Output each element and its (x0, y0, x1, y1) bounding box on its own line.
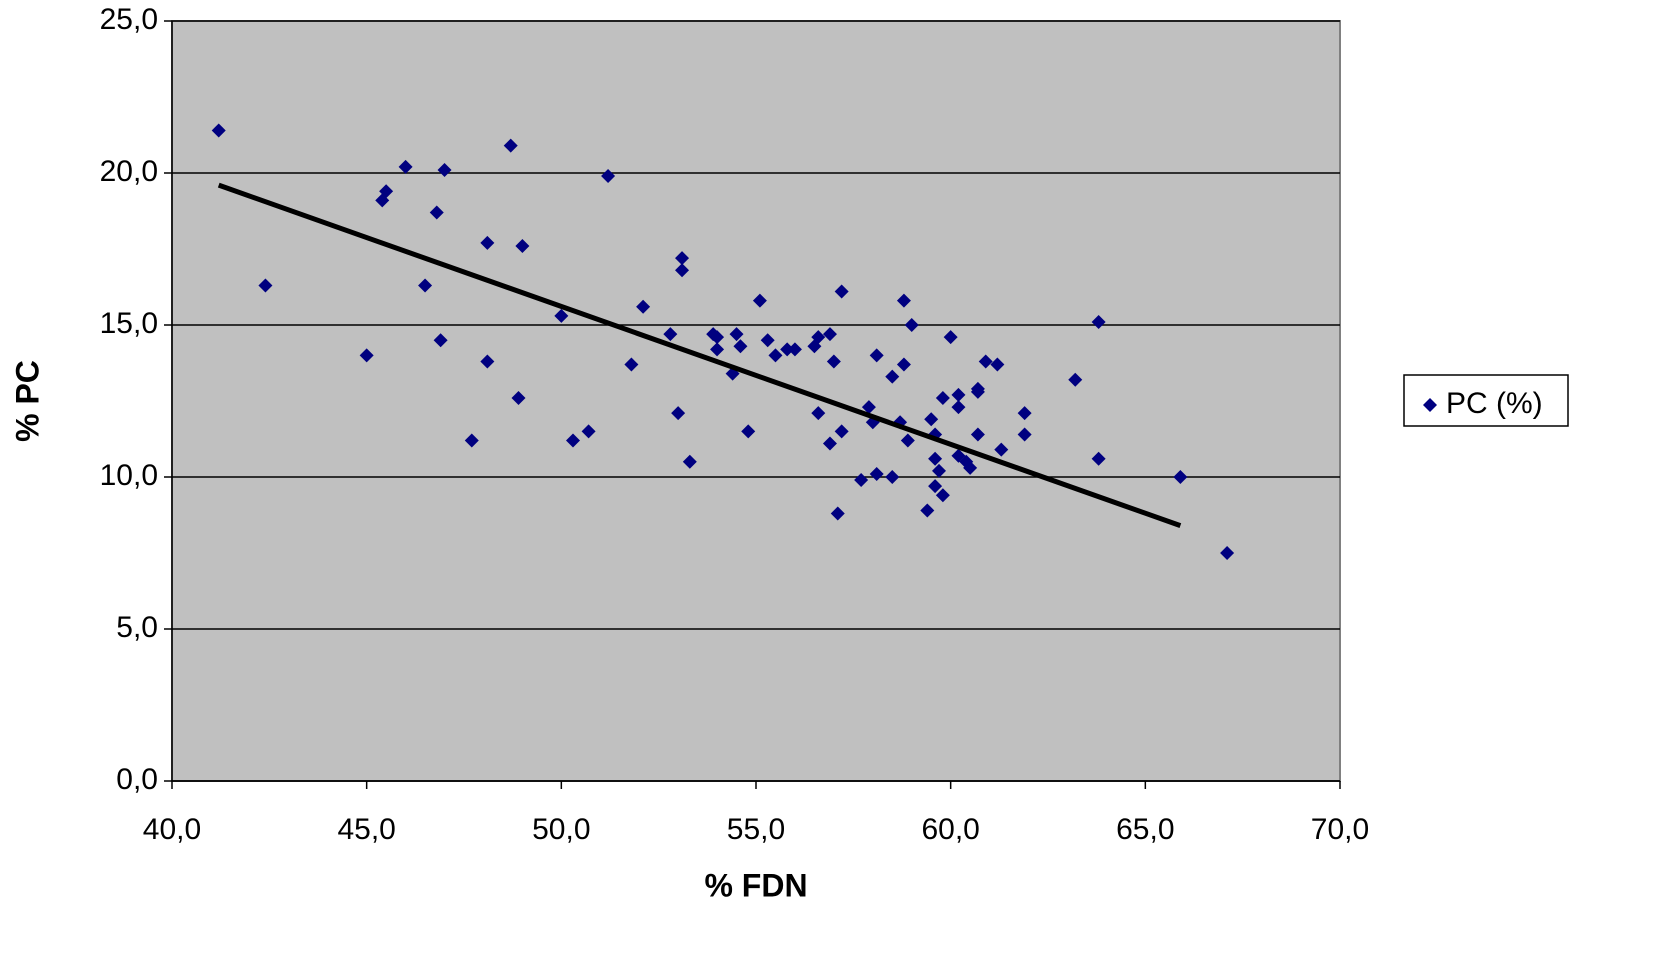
legend-marker (1423, 398, 1437, 412)
data-point (928, 479, 943, 494)
trendline (217, 182, 1182, 528)
data-point (733, 339, 748, 354)
data-point (760, 333, 775, 348)
data-point (885, 470, 900, 484)
data-point (480, 235, 495, 250)
data-point (896, 293, 911, 308)
data-point (1091, 314, 1106, 329)
data-point (511, 390, 526, 405)
data-point (211, 123, 226, 138)
data-point (943, 330, 958, 345)
x-tick-label: 55,0 (727, 813, 785, 846)
data-point (935, 488, 950, 503)
data-point (258, 278, 273, 293)
x-tick-label: 40,0 (143, 813, 201, 846)
data-point (636, 299, 651, 314)
data-point (970, 427, 985, 442)
data-point (951, 387, 966, 402)
data-point (359, 348, 374, 363)
data-point (896, 357, 911, 372)
data-point (994, 442, 1009, 457)
data-point (935, 390, 950, 405)
data-point (854, 473, 869, 488)
data-point (904, 318, 919, 332)
data-point (990, 357, 1005, 372)
data-point (924, 412, 939, 427)
data-point (398, 159, 413, 174)
data-point (951, 400, 966, 415)
data-point (811, 406, 826, 421)
data-point (675, 251, 690, 266)
data-point (920, 503, 935, 518)
data-point (581, 424, 596, 439)
data-point (515, 238, 530, 253)
y-tick-label: 15,0 (100, 307, 158, 340)
legend-label: PC (%) (1446, 387, 1543, 420)
data-point (869, 348, 884, 363)
data-point (780, 342, 795, 357)
data-point (768, 348, 783, 363)
data-point (1017, 427, 1032, 442)
data-point (970, 381, 985, 396)
x-axis-title: % FDN (704, 867, 807, 903)
data-point (675, 263, 690, 278)
y-tick-label: 5,0 (116, 611, 158, 644)
data-point (671, 406, 686, 421)
data-point (834, 284, 849, 299)
data-point (1017, 406, 1032, 421)
data-point (601, 169, 616, 184)
data-point (928, 451, 943, 466)
data-point (624, 357, 639, 372)
data-point (900, 433, 915, 448)
data-point (1091, 451, 1106, 466)
data-point (822, 327, 837, 342)
data-point (861, 400, 876, 415)
data-point (418, 278, 433, 293)
data-point (379, 184, 394, 199)
data-point (464, 433, 479, 448)
data-point (885, 369, 900, 384)
y-tick-label: 10,0 (100, 459, 158, 492)
data-point (729, 327, 744, 342)
data-point (566, 433, 581, 448)
data-point (710, 342, 725, 357)
data-point (931, 463, 946, 478)
data-point (710, 330, 725, 345)
data-point (787, 342, 802, 357)
plot-area (171, 20, 1341, 782)
x-tick-label: 70,0 (1311, 813, 1369, 846)
data-point (554, 308, 569, 323)
data-point (834, 424, 849, 439)
y-tick-label: 25,0 (100, 3, 158, 36)
x-tick-label: 50,0 (532, 813, 590, 846)
data-point (1173, 470, 1188, 484)
y-axis-title: % PC (9, 360, 45, 442)
data-point (811, 330, 826, 345)
data-point (830, 506, 845, 521)
data-point (1068, 372, 1083, 387)
x-tick-label: 60,0 (921, 813, 979, 846)
data-point (822, 436, 837, 451)
y-tick-label: 20,0 (100, 155, 158, 188)
data-point (869, 466, 884, 481)
data-point (480, 354, 495, 369)
data-point (978, 354, 993, 369)
data-point (437, 162, 452, 177)
x-tick-label: 45,0 (337, 813, 395, 846)
data-point (1220, 546, 1235, 560)
x-tick-label: 65,0 (1116, 813, 1174, 846)
data-point (503, 138, 518, 153)
data-point (826, 354, 841, 369)
y-tick-label: 0,0 (116, 763, 158, 796)
data-point (741, 424, 756, 439)
data-point (433, 333, 448, 348)
data-point (963, 460, 978, 475)
data-point (429, 205, 444, 220)
data-point (752, 293, 767, 308)
data-point (663, 327, 678, 342)
data-point (682, 454, 697, 469)
